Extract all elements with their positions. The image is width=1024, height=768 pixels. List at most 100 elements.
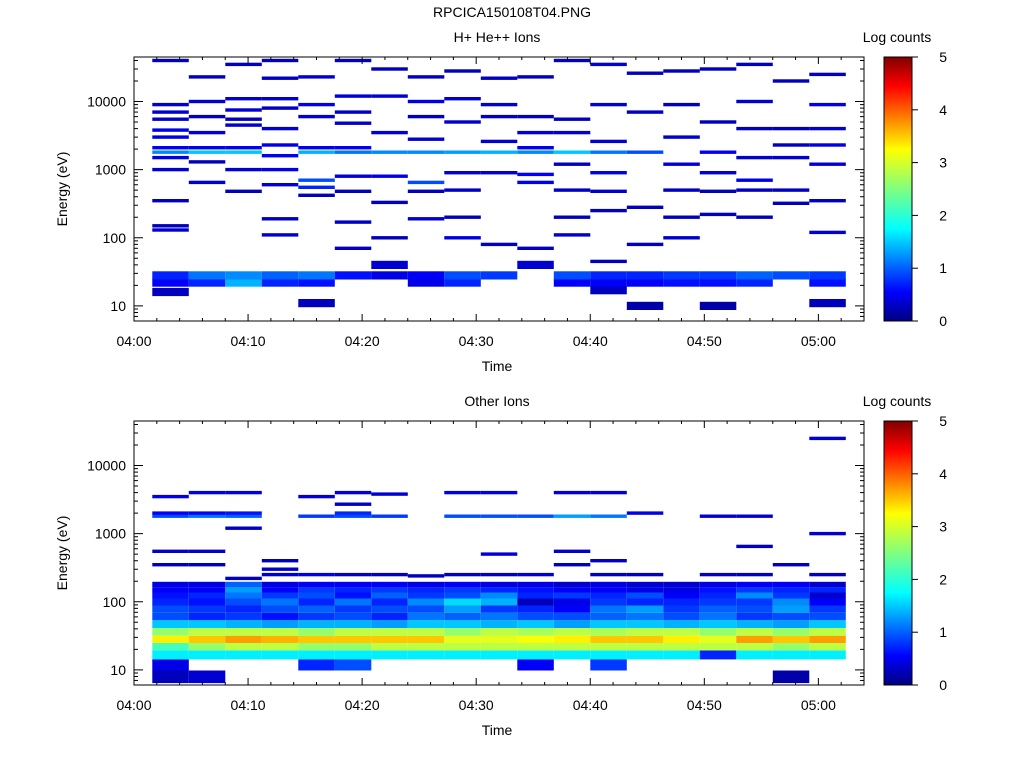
- heatmap-cell: [188, 581, 226, 588]
- colorbar-tick-label: 3: [939, 155, 947, 171]
- heatmap-cell: [663, 162, 700, 166]
- heatmap-cell: [225, 123, 262, 127]
- heatmap-cell: [699, 605, 737, 613]
- heatmap-cell: [261, 97, 299, 101]
- heatmap-cell: [261, 143, 299, 147]
- heatmap-cell: [699, 612, 737, 621]
- heatmap-cell: [152, 659, 189, 671]
- heatmap-cell: [444, 612, 481, 621]
- heatmap-cell: [553, 58, 591, 63]
- heatmap-cell: [772, 670, 810, 684]
- heatmap-cells: [152, 436, 846, 684]
- heatmap-cell: [699, 650, 737, 660]
- heatmap-cell: [225, 612, 262, 621]
- heatmap-cell: [225, 167, 262, 172]
- heatmap-cell: [663, 592, 700, 599]
- heatmap-cell: [590, 259, 627, 264]
- heatmap-cell: [261, 605, 299, 613]
- heatmap-cell: [152, 150, 189, 154]
- heatmap-cell: [298, 587, 335, 593]
- heatmap-cell: [371, 150, 408, 154]
- heatmap-cell: [334, 612, 372, 621]
- heatmap-cell: [480, 114, 518, 119]
- heatmap-cell: [809, 531, 846, 536]
- heatmap-cell: [188, 628, 226, 636]
- heatmap-cell: [334, 587, 372, 593]
- heatmap-cell: [553, 598, 591, 606]
- heatmap-cell: [407, 75, 445, 79]
- heatmap-cell: [334, 592, 372, 599]
- heatmap-cell: [553, 117, 591, 121]
- heatmap-cell: [626, 650, 664, 660]
- heatmap-cell: [663, 102, 700, 107]
- colorbar-tick-label: 5: [939, 413, 947, 429]
- heatmap-cell: [590, 650, 627, 660]
- heatmap-cell: [261, 650, 299, 660]
- heatmap-cell: [188, 635, 226, 643]
- heatmap-cell: [590, 598, 627, 606]
- heatmap-cell: [626, 205, 664, 209]
- heatmap-cell: [152, 135, 189, 139]
- heatmap-cell: [663, 650, 700, 660]
- heatmap-cell: [152, 612, 189, 621]
- heatmap-cell: [188, 271, 226, 280]
- heatmap-cell: [517, 643, 554, 651]
- heatmap-cell: [407, 628, 445, 636]
- heatmap-cell: [517, 172, 554, 177]
- heatmap-cell: [444, 514, 481, 518]
- heatmap-cell: [225, 146, 262, 150]
- heatmap-cell: [699, 581, 737, 588]
- heatmap-cell: [590, 490, 627, 495]
- heatmap-cell: [663, 612, 700, 621]
- heatmap-cell: [334, 659, 372, 671]
- panel-h-he-ions: H+ He++ Ions 04:00 04:10 04:20 04:30 04:40 04…: [54, 29, 947, 374]
- heatmap-cell: [225, 514, 262, 518]
- heatmap-cell: [590, 189, 627, 193]
- heatmap-cell: [517, 146, 554, 150]
- heatmap-cell: [480, 587, 518, 593]
- heatmap-cell: [517, 180, 554, 185]
- heatmap-cell: [152, 650, 189, 660]
- heatmap-cell: [334, 643, 372, 651]
- heatmap-cell: [407, 587, 445, 593]
- heatmap-cell: [663, 215, 700, 219]
- heatmap-cell: [626, 643, 664, 651]
- heatmap-cell: [553, 130, 591, 135]
- heatmap-cell: [261, 278, 299, 287]
- x-axis: 04:00 04:10 04:20 04:30 04:40 04:50 05:00: [116, 57, 865, 349]
- heatmap-cell: [152, 605, 189, 613]
- heatmap-cell: [736, 99, 773, 104]
- heatmap-cell: [152, 102, 189, 107]
- heatmap-cell: [809, 72, 846, 77]
- heatmap-cell: [663, 135, 700, 139]
- heatmap-cell: [626, 271, 664, 280]
- y-axis-label: Energy (eV): [54, 152, 70, 227]
- heatmap-cell: [225, 150, 262, 154]
- heatmap-cell: [444, 215, 481, 219]
- heatmap-cell: [188, 490, 226, 495]
- heatmap-cell: [444, 628, 481, 636]
- heatmap-cell: [298, 514, 335, 518]
- heatmap-cell: [772, 628, 810, 636]
- heatmap-cell: [334, 605, 372, 613]
- heatmap-cell: [626, 301, 664, 310]
- heatmap-cell: [809, 650, 846, 660]
- heatmap-cell: [407, 643, 445, 651]
- x-tick-label: 04:20: [345, 697, 380, 713]
- heatmap-cell: [480, 490, 518, 495]
- heatmap-cell: [225, 278, 262, 287]
- heatmap-cell: [188, 670, 226, 684]
- heatmap-cell: [298, 271, 335, 280]
- heatmap-cell: [663, 587, 700, 593]
- heatmap-cell: [298, 114, 335, 119]
- heatmap-cell: [261, 635, 299, 643]
- heatmap-cell: [407, 592, 445, 599]
- y-axis-label: Energy (eV): [54, 516, 70, 591]
- heatmap-cell: [152, 110, 189, 114]
- y-axis: 10 100 1000 10000: [87, 423, 864, 686]
- heatmap-cell: [772, 620, 810, 628]
- heatmap-cell: [590, 559, 627, 563]
- x-tick-label: 04:20: [345, 333, 380, 349]
- heatmap-cell: [626, 572, 664, 577]
- heatmap-cell: [553, 643, 591, 651]
